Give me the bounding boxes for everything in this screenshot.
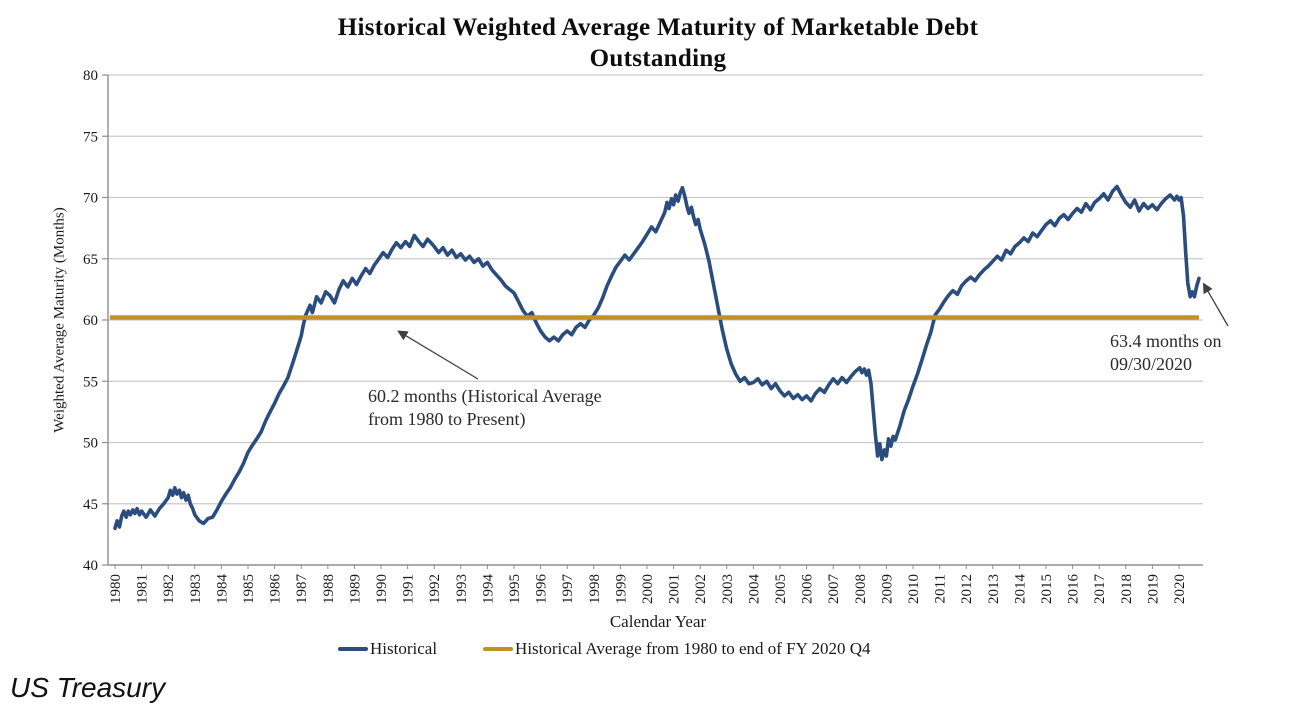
end-annotation-line2: 09/30/2020 <box>1110 354 1193 375</box>
x-tick-label: 2009 <box>879 574 895 604</box>
legend-label-average: Historical Average from 1980 to end of F… <box>515 639 871 658</box>
chart-title-line1: Historical Weighted Average Maturity of … <box>337 14 979 41</box>
y-tick-label: 55 <box>83 374 98 390</box>
x-tick-label: 2019 <box>1145 574 1161 604</box>
x-axis-title: Calendar Year <box>609 612 707 631</box>
y-tick-label: 60 <box>83 313 98 329</box>
y-tick-label: 50 <box>83 436 98 452</box>
x-tick-label: 1987 <box>294 574 310 605</box>
end-annotation-line1: 63.4 months on <box>1110 331 1222 351</box>
x-tick-label: 1985 <box>241 574 257 604</box>
y-tick-label: 40 <box>83 558 98 574</box>
x-tick-label: 1986 <box>268 574 284 605</box>
x-tick-label: 1983 <box>188 574 204 604</box>
x-tick-label: 1997 <box>560 574 576 605</box>
x-tick-label: 2015 <box>1039 574 1055 604</box>
x-tick-label: 1984 <box>214 574 230 605</box>
x-tick-label: 2014 <box>1012 574 1028 605</box>
legend: Historical Historical Average from 1980 … <box>338 639 871 659</box>
x-tick-label: 2006 <box>800 574 816 605</box>
x-tick-label: 1988 <box>321 574 337 604</box>
x-tick-label: 1982 <box>161 574 177 604</box>
chart-title-line2: Outstanding <box>589 45 727 72</box>
x-tick-label: 2020 <box>1172 574 1188 604</box>
y-tick-label: 70 <box>83 191 98 207</box>
legend-item-average: Historical Average from 1980 to end of F… <box>483 639 871 659</box>
x-tick-label: 1980 <box>108 574 124 604</box>
x-tick-label: 2008 <box>853 574 869 604</box>
avg-annotation: 60.2 months (Historical Average from 198… <box>368 385 602 431</box>
x-tick-label: 2011 <box>933 574 949 603</box>
x-tick-label: 2001 <box>667 574 683 604</box>
x-tick-label: 1989 <box>347 574 363 604</box>
y-axis-title: Weighted Average Maturity (Months) <box>51 207 68 433</box>
legend-item-historical: Historical <box>338 639 437 659</box>
x-tick-label: 2016 <box>1066 574 1082 605</box>
x-tick-label: 1990 <box>374 574 390 604</box>
average-line-swatch <box>483 647 514 651</box>
x-tick-label: 1991 <box>401 574 417 604</box>
latest-value-callout-arrow <box>1202 282 1229 327</box>
x-tick-label: 1994 <box>480 574 496 605</box>
avg-annotation-line2: from 1980 to Present) <box>368 409 526 430</box>
x-tick-label: 2012 <box>959 574 975 604</box>
historical-average-callout-arrow <box>397 330 479 380</box>
x-tick-label: 2005 <box>773 574 789 604</box>
x-tick-label: 2010 <box>906 574 922 604</box>
x-tick-label: 1995 <box>507 574 523 604</box>
x-tick-label: 2003 <box>720 574 736 604</box>
x-tick-label: 1996 <box>534 574 550 605</box>
source-label: US Treasury <box>10 672 166 703</box>
x-tick-label: 2002 <box>693 574 709 604</box>
x-tick-label: 1998 <box>587 574 603 604</box>
end-annotation: 63.4 months on 09/30/2020 <box>1110 330 1222 376</box>
x-tick-label: 1999 <box>613 574 629 604</box>
y-tick-label: 75 <box>83 129 98 145</box>
y-tick-label: 45 <box>83 497 98 513</box>
avg-annotation-line1: 60.2 months (Historical Average <box>368 386 602 406</box>
x-tick-label: 2013 <box>986 574 1002 604</box>
x-tick-label: 2018 <box>1119 574 1135 604</box>
x-tick-label: 2004 <box>746 574 762 605</box>
x-tick-label: 2000 <box>640 574 656 604</box>
historical-line <box>113 184 1201 531</box>
x-tick-label: 1981 <box>135 574 151 604</box>
legend-label-historical: Historical <box>370 639 438 658</box>
y-tick-label: 65 <box>83 252 98 268</box>
x-tick-label: 1992 <box>427 574 443 604</box>
x-tick-label: 2017 <box>1092 574 1108 605</box>
y-tick-label: 80 <box>83 68 98 84</box>
x-tick-label: 2007 <box>826 574 842 605</box>
x-tick-label: 1993 <box>454 574 470 604</box>
chart-title: Historical Weighted Average Maturity of … <box>0 12 1316 74</box>
historical-line-swatch <box>338 647 368 651</box>
